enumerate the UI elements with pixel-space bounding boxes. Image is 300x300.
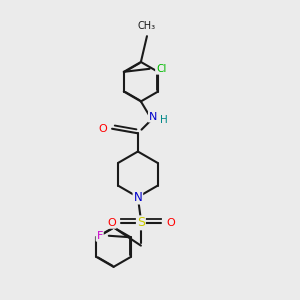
Text: F: F bbox=[97, 231, 103, 241]
Text: Cl: Cl bbox=[156, 64, 166, 74]
Text: O: O bbox=[107, 218, 116, 228]
Text: N: N bbox=[134, 190, 142, 204]
Text: O: O bbox=[166, 218, 175, 228]
Text: O: O bbox=[98, 124, 107, 134]
Text: N: N bbox=[149, 112, 157, 122]
Text: S: S bbox=[137, 216, 145, 230]
Text: H: H bbox=[160, 115, 168, 124]
Text: CH₃: CH₃ bbox=[138, 20, 156, 31]
